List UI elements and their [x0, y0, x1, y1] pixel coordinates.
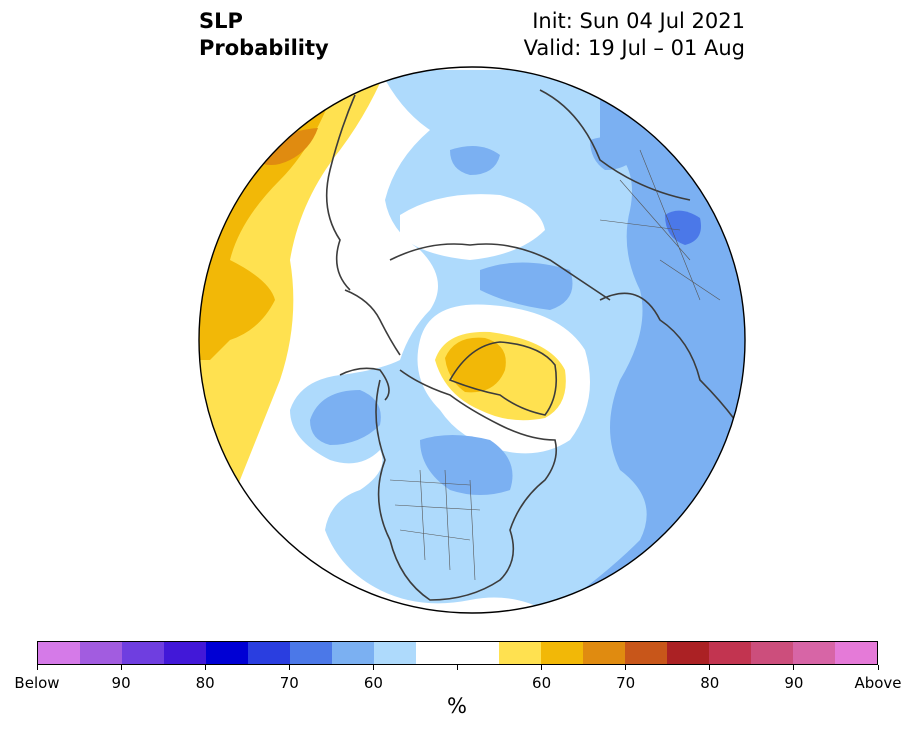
map-subtitle: Init: Sun 04 Jul 2021 Valid: 19 Jul – 01…: [524, 8, 745, 62]
coast-siberia: [389, 243, 611, 301]
colorbar: [37, 641, 878, 665]
colorbar-segment: [247, 642, 290, 664]
colorbar-tick-label: 60: [363, 674, 383, 692]
colorbar-segment: [667, 642, 710, 664]
title-line-probability: Probability: [199, 36, 329, 60]
colorbar-segment: [583, 642, 626, 664]
colorbar-tick: [625, 665, 627, 670]
title-line-slp: SLP: [199, 9, 243, 33]
colorbar-tick-label: 90: [784, 674, 804, 692]
colorbar-segment: [499, 642, 542, 664]
colorbar-segment: [79, 642, 122, 664]
colorbar-segment: [38, 642, 80, 664]
colorbar-tick: [372, 665, 374, 670]
colorbar-segment: [331, 642, 374, 664]
colorbar-segment: [625, 642, 668, 664]
field-blue-mid-canada: [420, 435, 513, 495]
probability-field: [199, 67, 745, 613]
coast-europe: [599, 292, 736, 421]
field-blue-mid-arctic: [450, 146, 500, 175]
colorbar-tick: [120, 665, 122, 670]
colorbar-segment: [751, 642, 794, 664]
map-boundary: [198, 66, 746, 614]
colorbar-segment: [163, 642, 206, 664]
colorbar-tick: [288, 665, 290, 670]
coastlines: [325, 89, 736, 601]
coast-north-america: [375, 369, 558, 601]
colorbar-segment: [289, 642, 332, 664]
field-blue-mid-pacific: [310, 390, 381, 445]
colorbar-unit: %: [447, 694, 467, 718]
colorbar-tick: [709, 665, 711, 670]
colorbar-segment: [415, 642, 458, 664]
colorbar-tick: [204, 665, 206, 670]
colorbar-tick: [457, 665, 458, 670]
colorbar-segment: [205, 642, 248, 664]
colorbar-segment: [457, 642, 500, 664]
colorbar-segment: [835, 642, 878, 664]
colorbar-tick: [793, 665, 795, 670]
field-white-arctic: [400, 194, 545, 260]
field-blue-dark-scand: [665, 210, 701, 245]
borders: [389, 149, 721, 581]
colorbar-segment: [121, 642, 164, 664]
map-title: SLP Probability: [199, 8, 329, 62]
coast-greenland: [448, 341, 558, 416]
colorbar-segment: [793, 642, 836, 664]
colorbar-segment: [373, 642, 416, 664]
colorbar-tick-label: 90: [111, 674, 131, 692]
colorbar-tick: [36, 665, 38, 670]
init-date: Init: Sun 04 Jul 2021: [532, 9, 745, 33]
valid-range: Valid: 19 Jul – 01 Aug: [523, 36, 745, 60]
colorbar-tick: [541, 665, 543, 670]
colorbar-tick-label: Above: [854, 674, 902, 692]
colorbar-tick-label: 60: [532, 674, 552, 692]
coast-arabia: [539, 89, 691, 201]
coast-east-asia: [325, 94, 356, 291]
colorbar-tick-label: 70: [616, 674, 636, 692]
colorbar-ticks: [36, 665, 879, 671]
colorbar-tick: [877, 665, 879, 670]
colorbar-segment: [541, 642, 584, 664]
colorbar-segment: [709, 642, 752, 664]
colorbar-tick-label: 80: [195, 674, 215, 692]
coast-alaska: [339, 289, 401, 401]
colorbar-tick-label: 80: [700, 674, 720, 692]
field-orange-greenland: [445, 337, 506, 393]
colorbar-tick-label: 70: [279, 674, 299, 692]
field-blue-mid-siberia: [480, 262, 573, 310]
colorbar-tick-label: Below: [14, 674, 60, 692]
